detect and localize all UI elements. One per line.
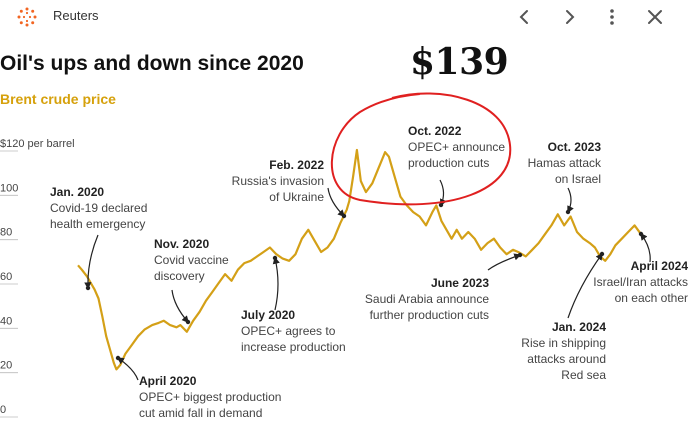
hand-drawn-circle — [330, 92, 512, 206]
annotation-title: Jan. 2020 — [50, 185, 104, 199]
annotation-title: Feb. 2022 — [269, 158, 324, 172]
annotation-description: Rise in shipping — [521, 336, 606, 350]
annotation-nov-2020: Nov. 2020 Covid vaccine discovery — [154, 237, 229, 283]
annotation-title: April 2020 — [139, 374, 197, 388]
annotation-jan-2020: Jan. 2020 Covid-19 declared health emergen… — [50, 185, 147, 231]
y-tick-label: 100 — [0, 182, 18, 194]
annotation-oct-2022: Oct. 2022 OPEC+ announce production cuts — [408, 124, 505, 170]
chart-headline: Oil's ups and down since 2020 — [0, 52, 304, 75]
y-tick-label: 60 — [0, 271, 12, 283]
annotation-arrow — [487, 253, 522, 271]
annotation-feb-2022: Feb. 2022 Russia's invasion of Ukraine — [232, 158, 325, 204]
back-chevron-icon[interactable] — [514, 6, 536, 28]
annotation-description: health emergency — [50, 217, 145, 231]
annotation-description: increase production — [241, 340, 346, 354]
annotation-arrow — [567, 187, 574, 214]
y-tick-label: 80 — [0, 227, 12, 239]
annotation-april-2020: April 2020 OPEC+ biggest production cut am… — [139, 374, 281, 420]
annotation-description: on Israel — [555, 172, 601, 186]
annotation-arrow — [327, 187, 346, 218]
annotation-arrow — [84, 234, 99, 290]
forward-chevron-icon[interactable] — [558, 6, 580, 28]
annotation-title: June 2023 — [431, 276, 489, 290]
annotation-description: Saudi Arabia announce — [365, 292, 489, 306]
annotation-description: OPEC+ agrees to — [241, 324, 336, 338]
app-title: Reuters — [53, 8, 99, 23]
top-bar: Reuters — [0, 0, 689, 34]
annotation-description: OPEC+ biggest production — [139, 390, 281, 404]
chart-gridlines — [0, 150, 18, 418]
annotation-title: Nov. 2020 — [154, 237, 209, 251]
more-options-icon[interactable] — [601, 6, 623, 28]
annotation-description: cut amid fall in demand — [139, 406, 262, 420]
close-icon[interactable] — [644, 6, 666, 28]
annotation-july-2020: July 2020 OPEC+ agrees to increase product… — [241, 308, 346, 354]
annotation-arrow — [116, 357, 139, 381]
annotation-description: attacks around — [527, 352, 606, 366]
y-tick-label: 20 — [0, 360, 12, 372]
y-axis-ticks: $120 per barrel 100 80 60 40 20 0 — [0, 138, 75, 416]
y-tick-label: 40 — [0, 315, 12, 327]
annotation-description: OPEC+ announce — [408, 140, 505, 154]
y-tick-label: 0 — [0, 404, 6, 416]
annotation-jan-2024: Jan. 2024 Rise in shipping attacks around R… — [521, 320, 606, 382]
annotation-april-2024: April 2024 Israel/Iran attacks on each oth… — [593, 259, 688, 305]
annotation-description: Israel/Iran attacks — [593, 275, 688, 289]
annotation-arrow — [272, 256, 280, 311]
annotation-title: Oct. 2022 — [408, 124, 462, 138]
annotation-description: Covid-19 declared — [50, 201, 147, 215]
annotation-description: of Ukraine — [269, 190, 324, 204]
annotation-arrow — [171, 289, 189, 324]
annotation-description: discovery — [154, 269, 205, 283]
annotation-oct-2023: Oct. 2023 Hamas attack on Israel — [528, 140, 602, 186]
annotation-title: Oct. 2023 — [548, 140, 602, 154]
annotation-title: April 2024 — [631, 259, 689, 273]
annotation-description: Russia's invasion — [232, 174, 324, 188]
reuters-logo-icon — [17, 7, 37, 27]
y-tick-label: $120 per barrel — [0, 138, 75, 150]
annotations: Jan. 2020 Covid-19 declared health emergen… — [50, 124, 688, 420]
annotation-description: Hamas attack — [528, 156, 602, 170]
annotation-title: July 2020 — [241, 308, 295, 322]
annotation-june-2023: June 2023 Saudi Arabia announce further pr… — [365, 276, 489, 322]
annotation-description: Covid vaccine — [154, 253, 229, 267]
price-series-line — [77, 148, 642, 371]
annotation-description: further production cuts — [370, 308, 489, 322]
annotation-description: Red sea — [561, 368, 606, 382]
annotation-arrow — [567, 252, 603, 319]
annotation-arrows — [84, 179, 651, 381]
annotation-description: production cuts — [408, 156, 489, 170]
annotation-title: Jan. 2024 — [552, 320, 606, 334]
handwritten-price-note: $139 — [410, 41, 509, 83]
chart-subtitle: Brent crude price — [0, 91, 116, 107]
annotation-arrow — [640, 232, 651, 263]
annotation-description: on each other — [615, 291, 688, 305]
